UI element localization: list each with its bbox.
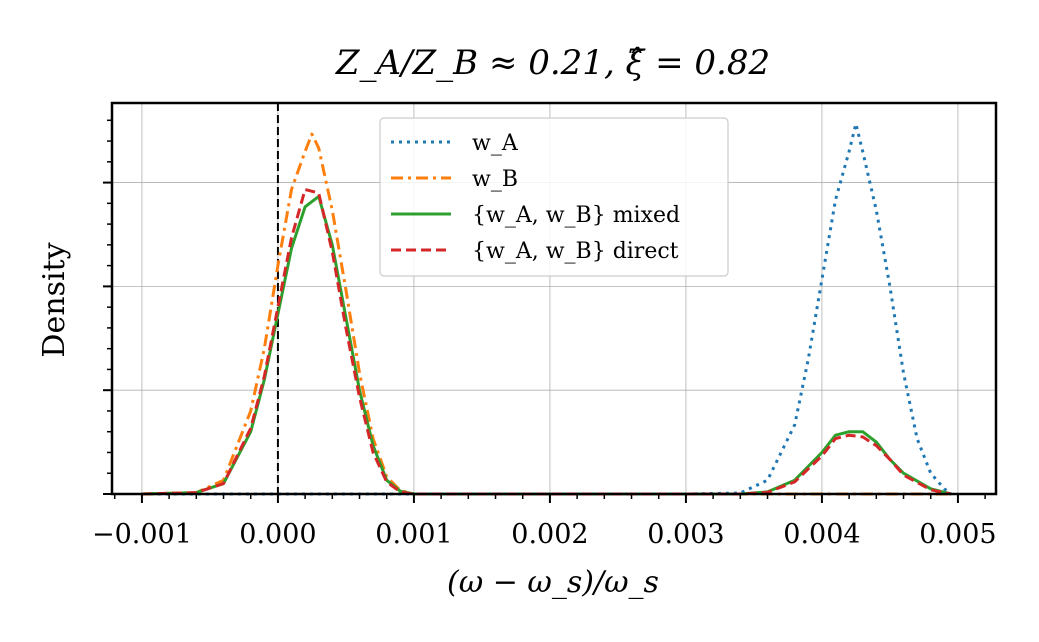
series-line-direct [141,188,952,496]
series-line-mixed [141,194,952,496]
legend-label-w_A: w_A [472,131,519,156]
series-line-w_A [141,122,953,496]
x-tick-label-3: 0.002 [511,519,588,550]
x-tick-label-1: 0.000 [239,519,316,550]
legend-box [379,117,729,277]
x-tick-label-6: 0.005 [919,519,996,550]
chart-title: Z_A/Z_B ≈ 0.21, ξ̂ = 0.82 [335,43,770,83]
legend-label-w_B: w_B [472,167,518,192]
legend: w_A w_B {w_A, w_B} mixed {w_A, w_B} direct [379,117,729,277]
axis-ticks [103,119,986,503]
x-tick-label-5: 0.004 [783,519,860,550]
x-tick-label-4: 0.003 [647,519,724,550]
legend-label-direct: {w_A, w_B} direct [472,239,679,264]
y-axis-label: Density [37,242,72,357]
x-tick-label-0: −0.001 [92,519,192,550]
plot-frame [110,101,998,496]
x-tick-labels: −0.001 0.000 0.001 0.002 0.003 0.004 0.005 [92,519,997,550]
x-axis-label: (ω − ω_s)/ω_s [447,565,659,600]
x-tick-label-2: 0.001 [375,519,452,550]
legend-label-mixed: {w_A, w_B} mixed [472,203,680,228]
